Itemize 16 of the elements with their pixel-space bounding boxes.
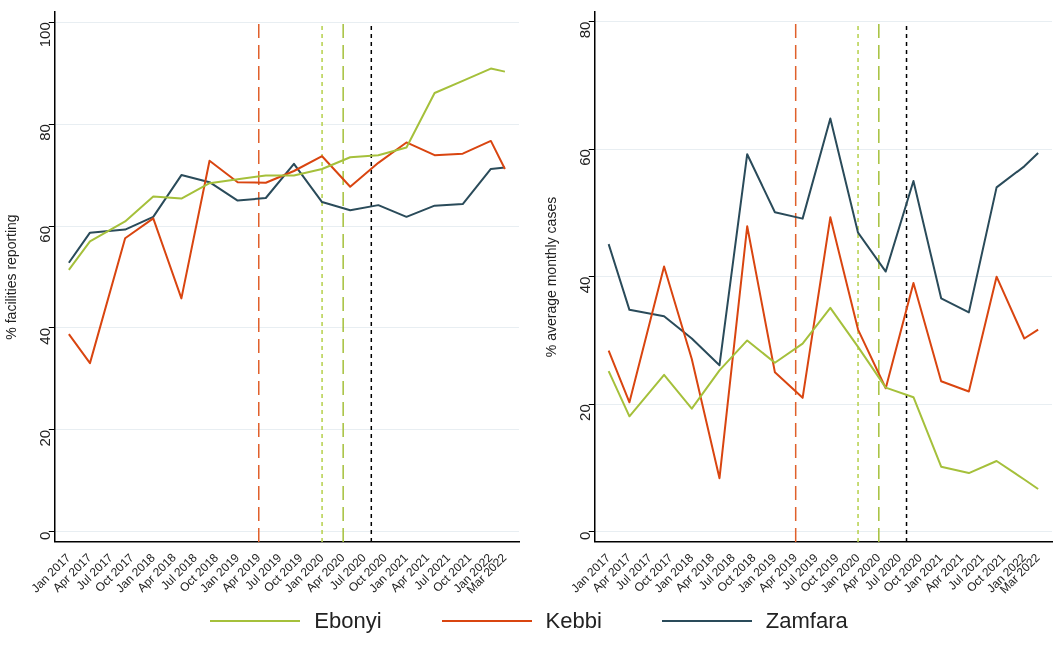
y-tick-label: 80 — [35, 124, 53, 141]
y-tick-label: 80 — [575, 21, 593, 39]
y-tick-label: 100 — [35, 22, 53, 48]
y-tick-label: 0 — [575, 531, 593, 541]
y-tick-label: 40 — [35, 327, 53, 345]
y-tick-label: 20 — [575, 404, 593, 421]
legend-label: Ebonyi — [314, 608, 382, 634]
y-tick-label: 40 — [575, 276, 593, 294]
y-tick-label: 0 — [35, 531, 53, 541]
legend-label: Kebbi — [545, 608, 602, 634]
y-tick-label: 20 — [35, 429, 53, 447]
y-tick-label: 60 — [35, 226, 53, 243]
legend-label: Zamfara — [765, 608, 848, 634]
y-axis-title: % average monthly cases — [543, 196, 560, 358]
y-axis-title: % facilities reporting — [3, 214, 20, 340]
y-tick-label: 60 — [575, 149, 593, 166]
